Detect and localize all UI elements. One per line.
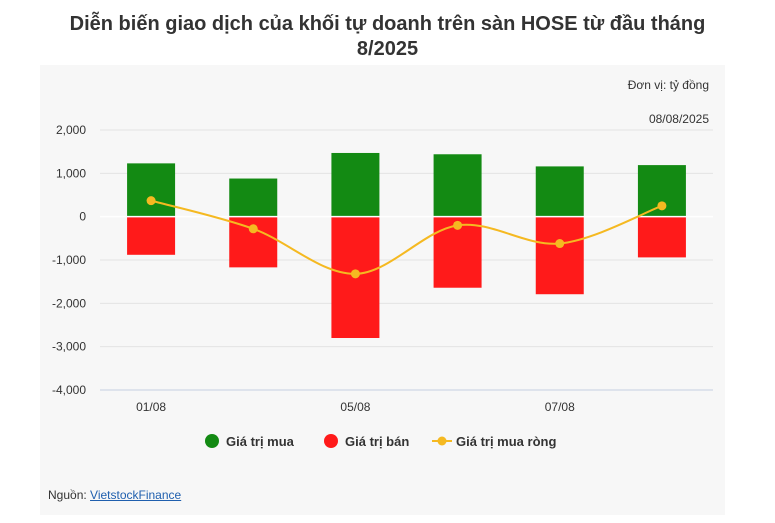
y-tick-label: -1,000: [52, 253, 86, 267]
chart-panel: Đơn vị: tỷ đồng 08/08/2025 2,000 1,000 0 -1,0…: [40, 65, 725, 515]
sell-bar: [127, 216, 176, 255]
x-tick-label: 01/08: [136, 400, 166, 414]
y-tick-label: -3,000: [52, 340, 86, 354]
y-tick-label: 0: [79, 210, 86, 224]
buy-bar: [229, 178, 278, 217]
legend-marker: [324, 434, 338, 448]
buy-bar: [433, 154, 482, 217]
unit-label: Đơn vị: tỷ đồng: [628, 78, 709, 92]
legend-label: Giá trị mua: [226, 434, 295, 449]
x-tick-label: 05/08: [340, 400, 370, 414]
chart-title: Diễn biến giao dịch của khối tự doanh tr…: [69, 13, 706, 60]
net-point: [350, 269, 360, 279]
source-prefix: Nguồn:: [48, 488, 91, 502]
buy-bar: [127, 163, 176, 217]
chart-svg: Đơn vị: tỷ đồng 08/08/2025 2,000 1,000 0 -1,0…: [52, 78, 713, 449]
sell-bar: [535, 216, 584, 295]
net-point: [555, 239, 565, 249]
legend-label: Giá trị bán: [345, 434, 409, 449]
net-point: [657, 201, 667, 211]
buy-bar: [331, 152, 380, 217]
legend-label: Giá trị mua ròng: [456, 434, 556, 449]
y-tick-label: -2,000: [52, 296, 86, 310]
x-tick-label: 07/08: [545, 400, 575, 414]
net-point: [146, 196, 156, 206]
legend-marker: [205, 434, 219, 448]
y-tick-label: 2,000: [56, 123, 86, 137]
sell-bar: [637, 216, 686, 258]
source-link[interactable]: VietstockFinance: [90, 488, 182, 502]
net-point: [453, 220, 463, 230]
y-tick-label: -4,000: [52, 383, 86, 397]
net-line: [150, 199, 663, 275]
buy-bar: [535, 166, 584, 217]
date-label: 08/08/2025: [649, 112, 709, 126]
source-note: Nguồn: VietstockFinance: [48, 488, 181, 502]
legend-marker: [437, 436, 447, 446]
y-tick-label: 1,000: [56, 166, 86, 180]
net-point: [248, 224, 258, 234]
